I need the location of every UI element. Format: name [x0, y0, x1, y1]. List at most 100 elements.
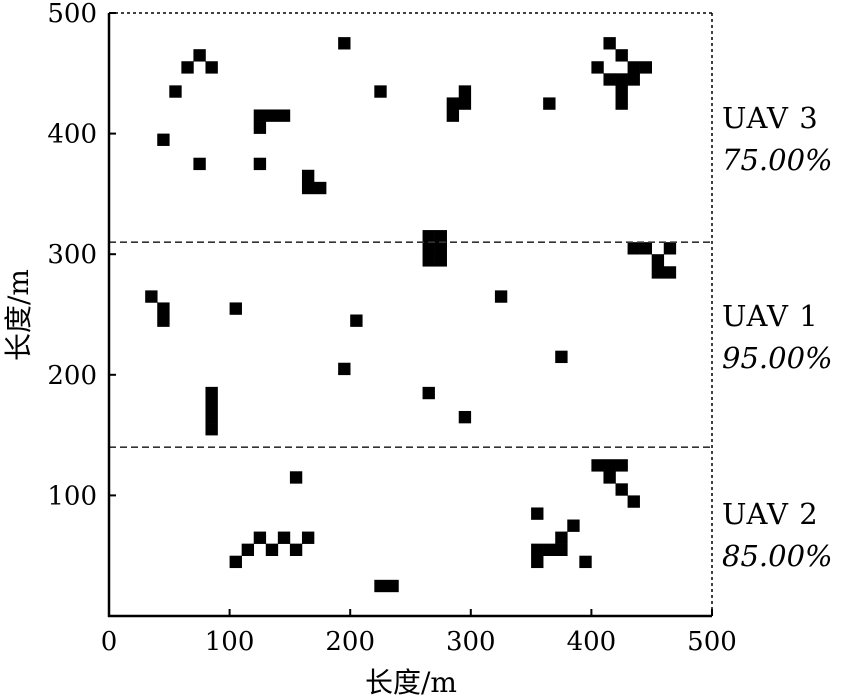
obstacle-cell — [639, 242, 652, 255]
obstacle-cell — [458, 410, 472, 424]
obstacle-cell — [157, 302, 170, 315]
obstacle-cell — [422, 230, 435, 243]
obstacle-cell — [531, 555, 544, 569]
uav2-coverage-label: 85.00% — [722, 539, 833, 573]
uav3-name-label: UAV 3 — [722, 101, 819, 135]
y-tick-label: 100 — [47, 481, 97, 511]
obstacle-cell — [277, 109, 291, 122]
obstacle-cell — [615, 85, 628, 98]
obstacle-cell — [253, 109, 267, 122]
y-axis-label: 长度/m — [2, 269, 35, 361]
uav1-coverage-label: 95.00% — [722, 341, 833, 375]
obstacle-cell — [651, 254, 665, 267]
obstacle-cell — [627, 73, 640, 86]
obstacle-cell — [265, 543, 279, 556]
obstacle-cell — [157, 314, 170, 327]
obstacle-cell — [301, 169, 315, 183]
obstacle-cell — [374, 85, 387, 98]
obstacle-cell — [579, 555, 592, 569]
obstacle-cell — [555, 531, 568, 544]
obstacle-cell — [458, 97, 472, 110]
obstacle-cell — [205, 61, 218, 74]
x-axis-label: 长度/m — [365, 666, 457, 699]
obstacle-layer — [145, 37, 677, 593]
obstacle-cell — [205, 423, 218, 436]
obstacle-cell — [591, 459, 604, 472]
obstacle-cell — [627, 61, 640, 74]
obstacle-cell — [494, 290, 508, 303]
obstacle-cell — [265, 109, 279, 122]
x-tick-label: 400 — [567, 627, 617, 657]
obstacle-cell — [229, 555, 242, 569]
obstacle-cell — [543, 97, 556, 110]
obstacle-cell — [253, 157, 267, 171]
tick-layer: 0 100 200 300 400 500 100 200 300 400 500 — [47, 0, 736, 657]
y-tick-label: 200 — [47, 361, 97, 391]
obstacle-cell — [205, 386, 218, 400]
x-tick-label: 500 — [687, 627, 737, 657]
obstacle-cell — [663, 266, 677, 279]
obstacle-cell — [314, 181, 327, 195]
x-tick-label: 0 — [101, 627, 118, 657]
obstacle-cell — [615, 483, 628, 496]
obstacle-cell — [591, 61, 604, 74]
obstacle-cell — [531, 507, 544, 520]
obstacle-cell — [289, 543, 303, 556]
obstacle-cell — [615, 73, 628, 86]
obstacle-cell — [543, 543, 556, 556]
obstacle-cell — [205, 398, 218, 412]
obstacle-cell — [422, 242, 435, 255]
obstacle-cell — [253, 121, 267, 134]
obstacle-cell — [205, 410, 218, 424]
obstacle-cell — [422, 386, 435, 400]
obstacle-cell — [338, 37, 351, 50]
obstacle-cell — [531, 543, 544, 556]
obstacle-cell — [301, 181, 315, 195]
obstacle-cell — [627, 242, 640, 255]
y-tick-label: 400 — [47, 120, 97, 150]
obstacle-cell — [627, 495, 640, 508]
obstacle-cell — [615, 97, 628, 110]
obstacle-cell — [301, 531, 315, 544]
obstacle-cell — [555, 350, 568, 364]
obstacle-cell — [169, 85, 182, 98]
obstacle-cell — [434, 254, 447, 267]
obstacle-cell — [446, 109, 460, 122]
partition-boundary-layer — [109, 241, 712, 448]
y-tick-label: 500 — [47, 0, 97, 29]
obstacle-cell — [253, 531, 267, 544]
x-tick-label: 100 — [205, 627, 255, 657]
obstacle-cell — [386, 579, 399, 593]
obstacle-cell — [615, 459, 628, 472]
obstacle-cell — [422, 254, 435, 267]
obstacle-cell — [229, 302, 242, 315]
uav2-name-label: UAV 2 — [722, 497, 819, 531]
obstacle-cell — [615, 49, 628, 62]
obstacle-cell — [458, 85, 472, 98]
obstacle-cell — [434, 230, 447, 243]
plot-frame — [107, 12, 713, 618]
obstacle-cell — [241, 543, 255, 556]
obstacle-cell — [338, 362, 351, 376]
uav3-coverage-label: 75.00% — [722, 143, 833, 177]
obstacle-cell — [603, 459, 616, 472]
obstacle-cell — [277, 531, 291, 544]
obstacle-cell — [289, 471, 303, 484]
obstacle-cell — [603, 37, 616, 50]
obstacle-cell — [193, 49, 206, 62]
obstacle-cell — [145, 290, 158, 303]
obstacle-cell — [567, 519, 580, 532]
y-tick-label: 300 — [47, 240, 97, 270]
obstacle-cell — [603, 471, 616, 484]
obstacle-cell — [157, 133, 170, 146]
obstacle-cell — [434, 242, 447, 255]
obstacle-cell — [651, 266, 665, 279]
obstacle-cell — [603, 73, 616, 86]
obstacle-cell — [181, 61, 194, 74]
obstacle-cell — [639, 61, 652, 74]
obstacle-cell — [555, 543, 568, 556]
x-tick-label: 200 — [325, 627, 375, 657]
obstacle-cell — [663, 242, 677, 255]
uav1-name-label: UAV 1 — [722, 299, 819, 333]
